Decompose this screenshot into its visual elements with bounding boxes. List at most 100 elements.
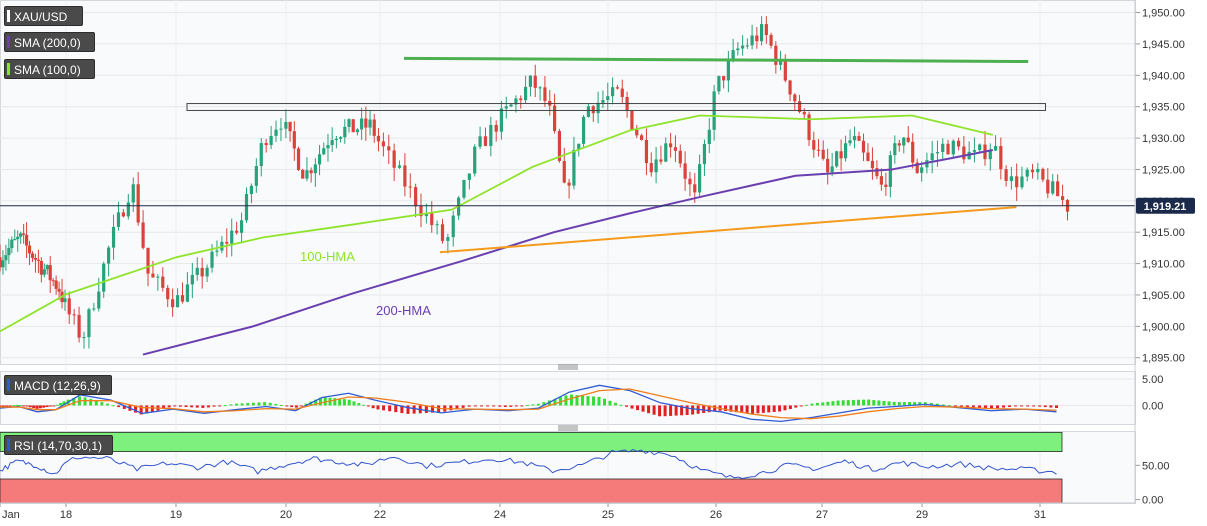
macd-histogram-bar xyxy=(498,405,502,407)
candle-body xyxy=(372,119,376,136)
macd-histogram-bar xyxy=(856,399,860,406)
macd-histogram-bar xyxy=(229,404,233,406)
candle-body xyxy=(13,239,17,241)
macd-histogram-bar xyxy=(55,404,59,406)
macd-histogram-bar xyxy=(680,405,684,416)
candle-body xyxy=(102,263,106,292)
macd-label[interactable]: MACD (12,26,9) xyxy=(4,375,112,395)
macd-histogram-bar xyxy=(586,396,590,406)
candle-body xyxy=(92,308,96,310)
candle-body xyxy=(72,314,76,316)
candle-body xyxy=(788,80,792,95)
sma200-text: SMA (200,0) xyxy=(14,36,81,50)
candle-body xyxy=(509,104,513,107)
macd-histogram-bar xyxy=(223,405,227,407)
candle-body xyxy=(126,202,130,217)
candle-body xyxy=(514,98,518,105)
macd-histogram-bar xyxy=(1049,405,1053,408)
macd-histogram-bar xyxy=(279,404,283,406)
symbol-label[interactable]: XAU/USD xyxy=(4,6,83,26)
candle-body xyxy=(562,160,566,183)
macd-tick-label: 0.00 xyxy=(1142,400,1163,412)
candle-body xyxy=(830,166,834,173)
macd-histogram-bar xyxy=(257,402,261,406)
candle-body xyxy=(1015,176,1019,188)
macd-histogram-bar xyxy=(647,405,651,414)
pane-splitter[interactable] xyxy=(558,425,578,431)
pane-splitter[interactable] xyxy=(558,364,578,370)
candle-body xyxy=(741,45,745,49)
macd-histogram-bar xyxy=(461,405,465,408)
macd-histogram-bar xyxy=(1002,405,1006,408)
candle-body xyxy=(343,126,347,138)
candle-body xyxy=(279,128,283,130)
macd-histogram-bar xyxy=(206,405,210,408)
macd-histogram-bar xyxy=(52,405,56,407)
price-tick-label: 1,930.00 xyxy=(1142,133,1185,145)
macd-histogram-bar xyxy=(290,405,294,408)
sma100-label[interactable]: SMA (100,0) xyxy=(4,59,95,79)
macd-histogram-bar xyxy=(62,401,66,406)
candle-body xyxy=(528,75,533,87)
candle-body xyxy=(347,119,351,127)
macd-histogram-bar xyxy=(134,405,138,413)
macd-histogram-bar xyxy=(553,398,557,406)
candle-body xyxy=(430,213,434,226)
candle-body xyxy=(848,140,852,144)
candle-body xyxy=(171,299,175,308)
macd-histogram-bar xyxy=(799,405,803,407)
macd-histogram-bar xyxy=(42,405,46,408)
macd-histogram-bar xyxy=(778,405,782,412)
candle-body xyxy=(7,248,11,256)
price-tick-label: 1,935.00 xyxy=(1142,102,1185,114)
candle-body xyxy=(381,141,386,147)
last-price-label: 1,919.21 xyxy=(1144,201,1187,213)
macd-histogram-bar xyxy=(520,405,524,407)
candle-body xyxy=(630,110,634,130)
candle-body xyxy=(1004,169,1008,181)
macd-histogram-bar xyxy=(323,397,327,406)
macd-histogram-bar xyxy=(8,405,12,407)
macd-histogram-bar xyxy=(304,403,308,406)
candle-body xyxy=(572,150,576,186)
candle-body xyxy=(888,155,892,187)
macd-histogram-bar xyxy=(11,405,15,407)
candle-body xyxy=(397,165,402,168)
candle-body xyxy=(39,260,43,275)
time-tick-label: 26 xyxy=(710,509,722,521)
candle-body xyxy=(42,269,46,275)
candle-body xyxy=(67,298,71,315)
macd-histogram-bar xyxy=(713,405,717,412)
macd-histogram-bar xyxy=(45,405,49,408)
candle-body xyxy=(451,215,455,238)
rsi-oversold-zone xyxy=(0,478,1063,504)
candle-body xyxy=(54,280,58,289)
macd-histogram-bar xyxy=(263,402,267,406)
candle-body xyxy=(1056,181,1060,197)
candle-body xyxy=(693,184,697,193)
macd-histogram-bar xyxy=(424,405,428,413)
macd-histogram-bar xyxy=(892,401,896,406)
candle-body xyxy=(185,284,190,302)
macd-histogram-bar xyxy=(846,400,850,406)
macd-histogram-bar xyxy=(740,405,744,413)
candle-body xyxy=(131,184,135,203)
candle-body xyxy=(136,184,140,223)
candle-body xyxy=(750,35,754,46)
macd-histogram-bar xyxy=(492,405,496,407)
candle-body xyxy=(683,163,687,179)
rsi-label[interactable]: RSI (14,70,30,1) xyxy=(4,435,113,455)
macd-histogram-bar xyxy=(897,402,901,406)
candle-body xyxy=(274,129,278,136)
macd-histogram-bar xyxy=(0,405,2,408)
macd-histogram-bar xyxy=(514,405,518,407)
candle-body xyxy=(30,253,35,258)
macd-histogram-bar xyxy=(983,405,987,409)
macd-histogram-bar xyxy=(94,400,98,406)
candle-body xyxy=(1041,168,1045,180)
rsi-swatch xyxy=(7,439,10,451)
candle-body xyxy=(489,124,493,146)
macd-histogram-bar xyxy=(794,405,798,408)
candle-body xyxy=(45,265,49,270)
sma200-label[interactable]: SMA (200,0) xyxy=(4,32,95,52)
